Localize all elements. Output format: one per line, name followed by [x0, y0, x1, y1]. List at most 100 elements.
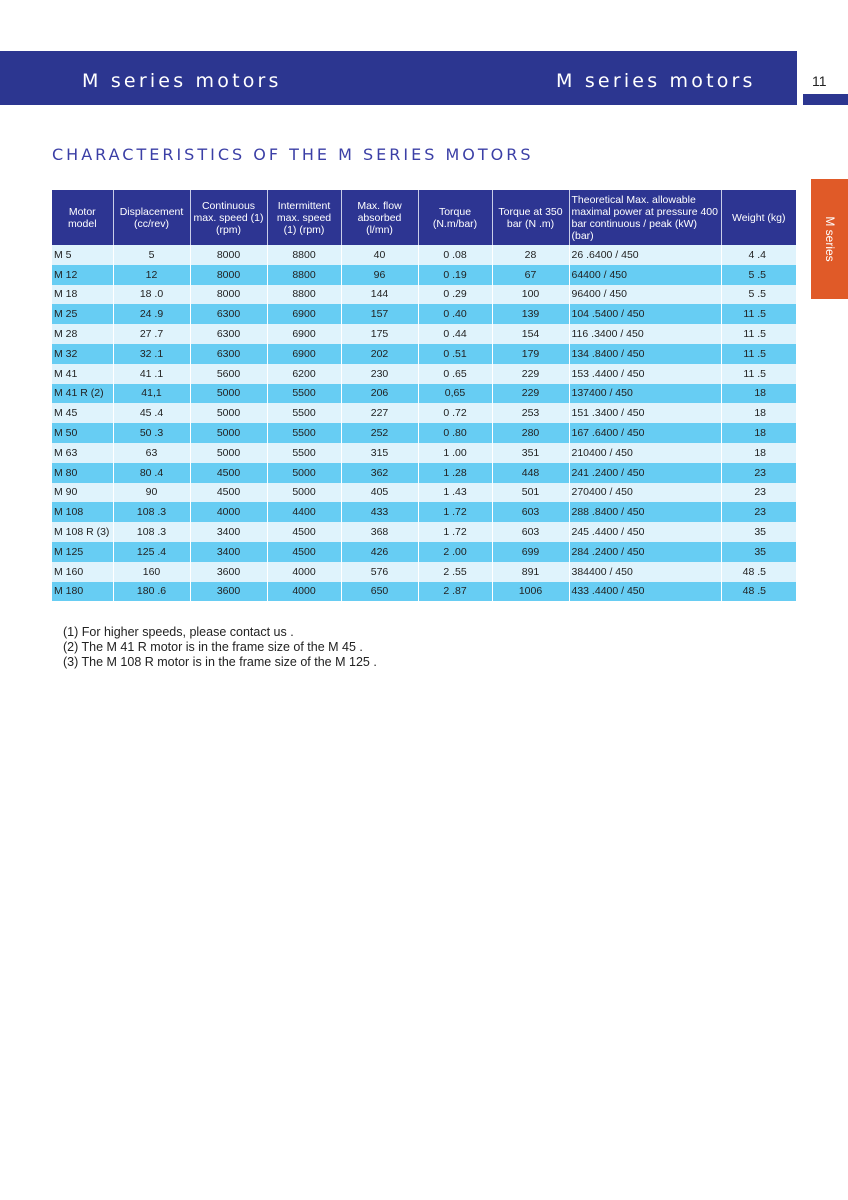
cell-torque: 2 .00	[418, 541, 493, 562]
header-weight: Weight (kg)	[721, 190, 796, 245]
cell-continuous-speed: 3400	[190, 541, 268, 562]
table-row: M 12 12 8000 8800 96 0 .19 67 64400 / 450 5 .5	[52, 264, 796, 285]
cell-torque: 2 .87	[418, 581, 493, 602]
cell-max-flow: 650	[341, 581, 419, 602]
cell-weight: 11 .5	[721, 324, 796, 344]
header-title-right: M series motors	[556, 70, 756, 92]
cell-weight: 48 .5	[721, 581, 796, 602]
header-band	[0, 51, 797, 105]
cell-intermittent-speed: 8800	[267, 264, 342, 285]
cell-torque: 0 .08	[418, 245, 493, 265]
cell-model: M 41 R (2)	[52, 383, 114, 404]
cell-power: 241 .2400 / 450	[569, 462, 722, 483]
cell-intermittent-speed: 4000	[267, 561, 342, 582]
header-title-left: M series motors	[82, 70, 282, 92]
footnote-1: (1) For higher speeds, please contact us…	[63, 625, 294, 639]
cell-weight: 23	[721, 482, 796, 503]
cell-intermittent-speed: 6200	[267, 363, 342, 384]
cell-torque: 1 .72	[418, 502, 493, 523]
table-row: M 18 18 .0 8000 8800 144 0 .29 100 96400 / 450 5…	[52, 284, 796, 305]
cell-max-flow: 144	[341, 284, 419, 305]
cell-max-flow: 96	[341, 264, 419, 285]
cell-power: 245 .4400 / 450	[569, 522, 722, 542]
cell-max-flow: 576	[341, 561, 419, 582]
cell-torque-350: 139	[492, 304, 570, 325]
cell-power: 96400 / 450	[569, 284, 722, 305]
header-max-flow: Max. flow absorbed (l/mn)	[341, 190, 419, 245]
cell-weight: 18	[721, 383, 796, 404]
cell-weight: 48 .5	[721, 561, 796, 582]
table-row: M 90 90 4500 5000 405 1 .43 501 270400 / 450 23	[52, 482, 796, 503]
cell-power: 288 .8400 / 450	[569, 502, 722, 523]
cell-model: M 63	[52, 442, 114, 463]
cell-model: M 41	[52, 363, 114, 384]
cell-max-flow: 405	[341, 482, 419, 503]
cell-torque: 0 .19	[418, 264, 493, 285]
cell-torque-350: 179	[492, 343, 570, 364]
table-row: M 80 80 .4 4500 5000 362 1 .28 448 241 .2400 / …	[52, 462, 796, 483]
cell-displacement: 24 .9	[113, 304, 191, 325]
cell-torque-350: 448	[492, 462, 570, 483]
cell-model: M 108	[52, 502, 114, 523]
cell-displacement: 41,1	[113, 383, 191, 404]
cell-continuous-speed: 5600	[190, 363, 268, 384]
cell-weight: 11 .5	[721, 363, 796, 384]
cell-intermittent-speed: 4500	[267, 522, 342, 542]
cell-model: M 45	[52, 403, 114, 424]
cell-torque: 0,65	[418, 383, 493, 404]
table-row: M 108 108 .3 4000 4400 433 1 .72 603 288 .8400 …	[52, 502, 796, 523]
side-tab-label: M series	[822, 216, 837, 262]
cell-power: 270400 / 450	[569, 482, 722, 503]
cell-model: M 5	[52, 245, 114, 265]
cell-max-flow: 227	[341, 403, 419, 424]
cell-max-flow: 202	[341, 343, 419, 364]
cell-torque-350: 67	[492, 264, 570, 285]
header-power: Theoretical Max. allowable maximal power…	[569, 190, 722, 245]
cell-continuous-speed: 8000	[190, 284, 268, 305]
cell-torque: 0 .72	[418, 403, 493, 424]
cell-weight: 5 .5	[721, 264, 796, 285]
cell-max-flow: 230	[341, 363, 419, 384]
cell-max-flow: 252	[341, 423, 419, 443]
cell-power: 210400 / 450	[569, 442, 722, 463]
cell-model: M 160	[52, 561, 114, 582]
cell-continuous-speed: 5000	[190, 423, 268, 443]
header-displacement: Displacement (cc/rev)	[113, 190, 191, 245]
table-row: M 41 41 .1 5600 6200 230 0 .65 229 153 .4400 / …	[52, 363, 796, 384]
cell-model: M 50	[52, 423, 114, 443]
cell-torque: 0 .65	[418, 363, 493, 384]
cell-model: M 80	[52, 462, 114, 483]
header-accent-bar	[803, 94, 848, 105]
footnote-3: (3) The M 108 R motor is in the frame si…	[63, 655, 377, 669]
cell-power: 116 .3400 / 450	[569, 324, 722, 344]
cell-torque-350: 891	[492, 561, 570, 582]
table-header-row: Motor model Displacement (cc/rev) Contin…	[52, 190, 796, 245]
cell-intermittent-speed: 4400	[267, 502, 342, 523]
cell-displacement: 45 .4	[113, 403, 191, 424]
cell-max-flow: 362	[341, 462, 419, 483]
cell-intermittent-speed: 4000	[267, 581, 342, 602]
cell-intermittent-speed: 5000	[267, 482, 342, 503]
cell-model: M 125	[52, 541, 114, 562]
table-row: M 50 50 .3 5000 5500 252 0 .80 280 167 .6400 / …	[52, 423, 796, 443]
cell-torque: 2 .55	[418, 561, 493, 582]
cell-model: M 25	[52, 304, 114, 325]
cell-max-flow: 206	[341, 383, 419, 404]
motor-spec-table: Motor model Displacement (cc/rev) Contin…	[52, 190, 796, 602]
section-title: CHARACTERISTICS OF THE M SERIES MOTORS	[52, 145, 534, 164]
cell-weight: 35	[721, 541, 796, 562]
cell-displacement: 50 .3	[113, 423, 191, 443]
cell-power: 104 .5400 / 450	[569, 304, 722, 325]
cell-continuous-speed: 6300	[190, 304, 268, 325]
table-row: M 160 160 3600 4000 576 2 .55 891 384400 / 450 4…	[52, 561, 796, 582]
cell-intermittent-speed: 5000	[267, 462, 342, 483]
cell-weight: 5 .5	[721, 284, 796, 305]
cell-torque-350: 253	[492, 403, 570, 424]
cell-max-flow: 433	[341, 502, 419, 523]
cell-torque-350: 1006	[492, 581, 570, 602]
table-body: M 5 5 8000 8800 40 0 .08 28 26 .6400 / 450 4 .4 M…	[52, 245, 796, 602]
cell-max-flow: 315	[341, 442, 419, 463]
cell-continuous-speed: 3400	[190, 522, 268, 542]
cell-max-flow: 175	[341, 324, 419, 344]
cell-power: 153 .4400 / 450	[569, 363, 722, 384]
